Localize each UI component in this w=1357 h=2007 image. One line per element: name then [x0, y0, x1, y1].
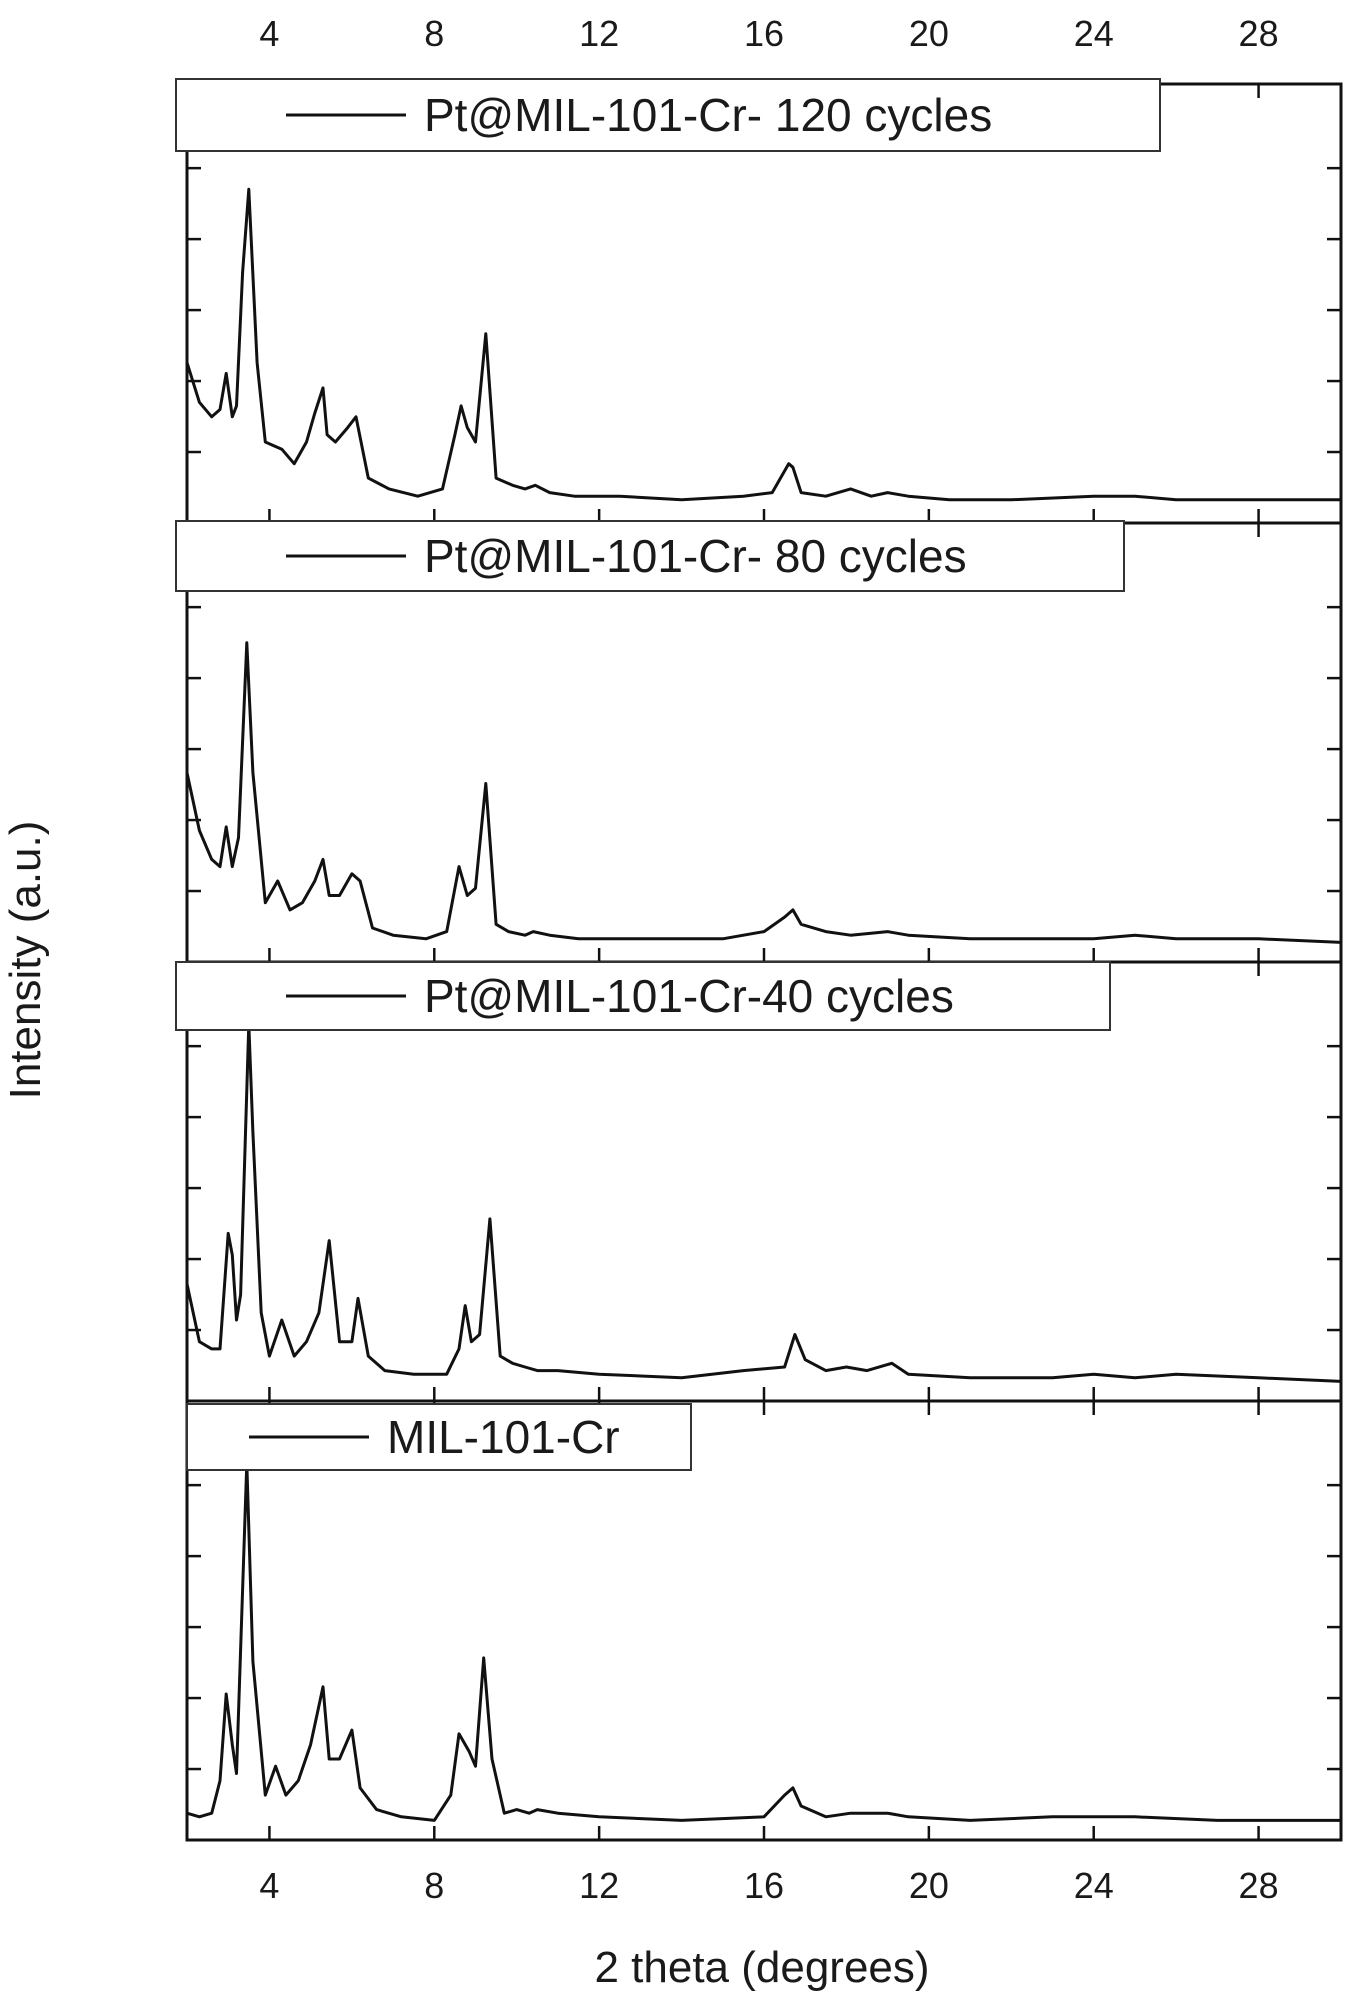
bottom-tick-label: 16: [744, 1865, 784, 1906]
panel-2: Pt@MIL-101-Cr- 80 cycles: [175, 520, 1343, 964]
legend-label: Pt@MIL-101-Cr-40 cycles: [424, 970, 954, 1022]
x-axis-label: 2 theta (degrees): [594, 1943, 929, 1992]
y-axis-label: Intensity (a.u.): [1, 821, 50, 1100]
xrd-pattern-line: [185, 1022, 1342, 1383]
legend-label: Pt@MIL-101-Cr- 120 cycles: [424, 89, 992, 141]
bottom-x-axis: 4 8 12 16 20 24 28: [259, 1865, 1278, 1906]
bottom-tick-label: 28: [1239, 1865, 1279, 1906]
panel-3: Pt@MIL-101-Cr-40 cycles: [175, 960, 1343, 1403]
xrd-pattern-line: [185, 641, 1342, 944]
xrd-pattern-line: [186, 1461, 1341, 1822]
top-x-axis: 4 8 12 16 20 24 28: [259, 13, 1278, 54]
panel-1: Pt@MIL-101-Cr- 120 cycles: [175, 78, 1343, 525]
xrd-pattern-line: [185, 187, 1341, 502]
bottom-tick-label: 24: [1074, 1865, 1114, 1906]
panel-4: MIL-101-Cr: [185, 1399, 1343, 1842]
legend-label: MIL-101-Cr: [387, 1411, 620, 1463]
top-tick-label: 28: [1239, 13, 1279, 54]
top-tick-label: 4: [259, 13, 279, 54]
bottom-tick-label: 8: [424, 1865, 444, 1906]
top-tick-label: 12: [579, 13, 619, 54]
panels: Pt@MIL-101-Cr- 120 cycles Pt@MIL-101-Cr- …: [175, 78, 1343, 1842]
top-tick-label: 8: [424, 13, 444, 54]
bottom-tick-label: 20: [909, 1865, 949, 1906]
top-tick-label: 20: [909, 13, 949, 54]
bottom-tick-label: 4: [259, 1865, 279, 1906]
top-tick-label: 16: [744, 13, 784, 54]
bottom-tick-label: 12: [579, 1865, 619, 1906]
legend-label: Pt@MIL-101-Cr- 80 cycles: [424, 530, 967, 582]
top-tick-label: 24: [1074, 13, 1114, 54]
